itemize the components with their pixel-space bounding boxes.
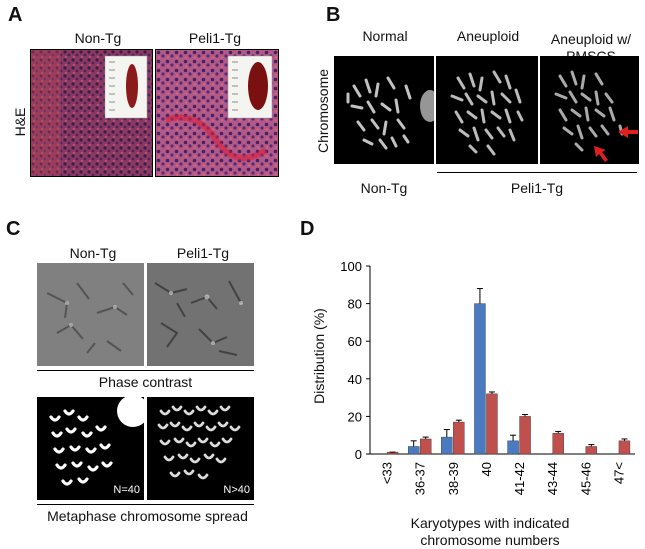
- bar: [552, 433, 564, 455]
- bar: [507, 440, 519, 455]
- panel-a-col-nontg: Non-Tg: [74, 30, 122, 46]
- bar: [453, 421, 465, 455]
- chart-xlabel-wrap: Karyotypes with indicated chromosome num…: [355, 498, 625, 549]
- chart-axes: [366, 265, 635, 455]
- x-tick-label: 38-39: [446, 462, 461, 495]
- panel-b-col-normal: Normal: [362, 28, 408, 44]
- x-tick-label: 45-46: [578, 462, 593, 495]
- y-tick-label: 20: [348, 409, 362, 424]
- x-tick-label: 43-44: [545, 462, 560, 495]
- phase-image-nontg: [37, 263, 144, 366]
- x-tick-label: 47<: [611, 462, 626, 484]
- panel-c-label: C: [6, 218, 21, 240]
- bar: [618, 440, 631, 455]
- panel-b-group-line: [437, 172, 637, 173]
- phase-image-peli1: [147, 263, 254, 366]
- chart-bars: [386, 288, 631, 455]
- spread-caption: Metaphase chromosome spread: [47, 508, 248, 524]
- y-tick-label: 60: [348, 334, 362, 349]
- panel-c-col-nontg: Non-Tg: [69, 245, 117, 261]
- bar: [486, 393, 498, 455]
- y-tick-label: 40: [348, 372, 362, 387]
- panel-c-col-peli1: Peli1-Tg: [176, 245, 230, 261]
- spread-image-peli1: N>40: [147, 397, 254, 500]
- bar: [419, 438, 432, 455]
- panel-d-label: D: [300, 218, 315, 240]
- n-label-left: N=40: [113, 484, 140, 496]
- chromosome-label: Chromosome: [315, 68, 331, 154]
- panel-b-group-peli1: Peli1-Tg: [510, 180, 564, 196]
- he-image-nontg: [30, 49, 153, 177]
- chart-ylabel: Distribution (%): [311, 308, 327, 404]
- panel-b-row-label: Chromosome: [315, 56, 331, 166]
- n-label-right: N>40: [223, 484, 250, 496]
- he-label: H&E: [12, 107, 28, 137]
- chart-labels: 0 20 40 60 80 100 <33 36-37 38-39 40 41-42 43-44 45-…: [340, 259, 626, 495]
- red-arrow-icon: [594, 146, 608, 162]
- panel-a-row-label: H&E: [12, 92, 28, 152]
- chart-xlabel: Karyotypes with indicated chromosome num…: [410, 515, 570, 548]
- bar: [474, 303, 486, 455]
- y-tick-label: 80: [348, 297, 362, 312]
- panel-b-group-nontg: Non-Tg: [360, 180, 408, 196]
- distribution-chart: 0 20 40 60 80 100 <33 36-37 38-39 40 41-42 43-44 45-…: [340, 259, 635, 495]
- chromosome-image-aneuploid: [436, 56, 538, 164]
- bar: [519, 416, 531, 455]
- bar: [441, 436, 453, 455]
- bar: [407, 446, 420, 455]
- y-tick-label: 0: [355, 447, 362, 462]
- panel-a-col-peli1: Peli1-Tg: [188, 30, 242, 46]
- bar: [585, 446, 598, 455]
- panel-a-label: A: [8, 4, 23, 26]
- phase-caption: Phase contrast: [98, 374, 193, 390]
- chromosome-image-pmscs: [540, 56, 639, 164]
- panel-b-col-aneuploid: Aneuploid: [456, 28, 520, 44]
- spread-image-nontg: N=40: [37, 397, 144, 500]
- x-tick-label: 40: [479, 462, 494, 476]
- chart-ylabel-wrap: Distribution (%): [311, 291, 327, 421]
- chromosome-image-normal: [334, 56, 434, 164]
- y-tick-label: 100: [340, 259, 362, 274]
- spread-caption-line: [37, 504, 254, 505]
- panel-b-label: B: [326, 4, 341, 26]
- red-arrow-icon: [618, 126, 638, 138]
- x-tick-label: 41-42: [512, 462, 527, 495]
- he-image-peli1: [155, 49, 279, 177]
- x-tick-label: <33: [380, 462, 395, 484]
- phase-caption-line: [37, 370, 254, 371]
- x-tick-label: 36-37: [413, 462, 428, 495]
